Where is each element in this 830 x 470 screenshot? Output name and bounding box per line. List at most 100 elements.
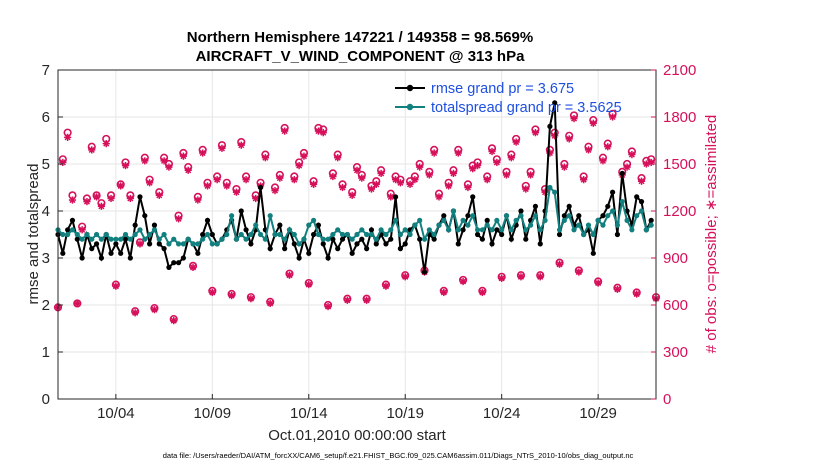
obs-assimilated-marker (454, 149, 462, 157)
y-left-tick-label: 2 (42, 297, 50, 314)
rmse-point (209, 231, 215, 238)
totalspread-point (286, 227, 293, 233)
obs-assimilated-marker (551, 132, 559, 140)
totalspread-point (465, 222, 471, 228)
obs-assimilated-marker (78, 226, 86, 234)
obs-assimilated-stroke (633, 290, 640, 298)
obs-assimilated-stroke (503, 171, 510, 179)
obs-assimilated-stroke (185, 167, 192, 174)
totalspread-point (576, 222, 582, 228)
totalspread-point (523, 227, 529, 233)
rmse-point (349, 250, 355, 256)
totalspread-point (556, 227, 563, 233)
totalspread-point (489, 227, 495, 233)
rmse-point (79, 255, 85, 261)
rmse-point (93, 241, 100, 247)
obs-assimilated-stroke (411, 176, 418, 183)
obs-assimilated-stroke (532, 129, 539, 136)
totalspread-point (552, 189, 558, 195)
totalspread-point (214, 241, 220, 247)
obs-assimilated-marker (637, 177, 646, 185)
obs-assimilated-marker (117, 182, 125, 190)
rmse-point (267, 246, 273, 252)
rmse-point (364, 246, 370, 252)
legend-totalspread-label: totalspread grand pr = 3.5625 (431, 100, 622, 116)
totalspread-point (508, 227, 514, 233)
rmse-point (532, 203, 539, 209)
totalspread-point (634, 213, 640, 219)
y-left-tick-label: 0 (42, 391, 50, 408)
rmse-point (339, 236, 346, 242)
totalspread-point (600, 222, 606, 228)
obs-assimilated-stroke (262, 154, 269, 161)
obs-assimilated-marker (285, 271, 294, 279)
obs-assimilated-marker (73, 299, 81, 308)
totalspread-point (431, 231, 437, 238)
obs-assimilated-marker (271, 187, 279, 195)
obs-assimilated-stroke (122, 162, 129, 169)
obs-assimilated-marker (300, 152, 308, 160)
obs-assimilated-stroke (344, 297, 351, 304)
rmse-point (489, 241, 495, 247)
obs-assimilated-marker (107, 194, 115, 203)
obs-assimilated-marker (459, 277, 467, 286)
totalspread-point (209, 241, 215, 247)
totalspread-line (57, 185, 652, 246)
obs-assimilated-stroke (339, 184, 346, 191)
rmse-point (306, 250, 312, 256)
obs-assimilated-stroke (281, 128, 288, 135)
rmse-point (65, 227, 71, 233)
obs-assimilated-marker (570, 114, 578, 123)
obs-assimilated-marker (372, 180, 380, 188)
obs-assimilated-marker (165, 163, 173, 171)
rmse-point (161, 246, 167, 252)
rmse-point (576, 213, 582, 219)
y-right-tick-label: 0 (663, 391, 671, 408)
obs-assimilated-marker (430, 149, 438, 157)
totalspread-point (330, 231, 336, 238)
obs-assimilated-marker (613, 285, 622, 293)
obs-assimilated-marker (440, 288, 448, 297)
obs-assimilated-marker (121, 161, 130, 170)
obs-assimilated-stroke (320, 129, 327, 136)
obs-assimilated-marker (305, 281, 313, 289)
totalspread-point (446, 227, 452, 233)
rmse-point (195, 250, 201, 256)
obs-assimilated-stroke (435, 193, 443, 200)
y-left-tick-label: 6 (42, 109, 50, 126)
obs-assimilated-stroke (146, 179, 153, 186)
obs-assimilated-stroke (98, 203, 105, 210)
y-right-tick-label: 900 (663, 250, 688, 267)
obs-assimilated-stroke (141, 157, 148, 164)
totalspread-point (253, 222, 259, 228)
obs-assimilated-marker (483, 176, 491, 184)
obs-assimilated-marker (512, 138, 520, 146)
obs-assimilated-marker (522, 185, 530, 193)
totalspread-point (643, 227, 649, 233)
totalspread-point (171, 236, 177, 242)
obs-assimilated-marker (498, 274, 506, 282)
rmse-point (402, 241, 408, 247)
obs-assimilated-marker (126, 194, 134, 203)
rmse-point (537, 241, 543, 247)
y-right-tick-label: 300 (663, 344, 688, 361)
totalspread-point (364, 231, 370, 238)
obs-assimilated-stroke (479, 289, 486, 296)
obs-assimilated-stroke (628, 151, 635, 158)
rmse-point (127, 255, 133, 261)
obs-assimilated-stroke (624, 164, 631, 171)
totalspread-point (638, 208, 645, 214)
obs-assimilated-stroke (69, 196, 76, 204)
totalspread-point (185, 236, 191, 242)
obs-assimilated-stroke (595, 280, 602, 287)
totalspread-point (532, 213, 539, 219)
obs-assimilated-stroke (455, 149, 462, 157)
obs-assimilated-marker (131, 309, 139, 317)
totalspread-point (479, 227, 485, 233)
totalspread-point (619, 199, 625, 205)
obs-assimilated-stroke (276, 175, 283, 182)
rmse-point (325, 255, 331, 261)
rmse-point (359, 236, 365, 242)
rmse-point (330, 236, 336, 242)
y-left-tick-label: 1 (42, 344, 50, 361)
